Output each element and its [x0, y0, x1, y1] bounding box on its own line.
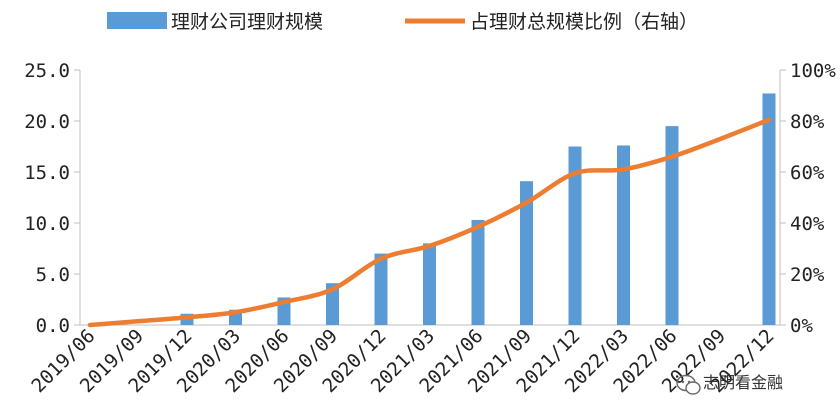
legend-line-label: 占理财总规模比例（右轴）: [470, 11, 698, 33]
line-point-2020/06: [283, 301, 285, 303]
y-right-tick-label: 60%: [790, 162, 825, 184]
y-right-tick-label: 20%: [790, 264, 825, 286]
line-point-2022/06: [671, 156, 673, 158]
y-left-tick-label: 10.0: [24, 213, 70, 235]
y-left-tick-label: 15.0: [24, 162, 70, 184]
x-axis-labels: 2019/062019/092019/122020/032020/062020/…: [27, 325, 778, 397]
y-axis-left-ticks: 0.0 5.0 10.0 15.0 20.0 25.0: [24, 60, 80, 337]
bar-2021/03: [423, 243, 436, 325]
line-point-2019/09: [138, 320, 139, 322]
bar-2020/12: [374, 253, 388, 325]
bar-2022/12: [762, 93, 776, 326]
line-point-2022/12: [768, 119, 770, 121]
bar-2021/09: [520, 181, 533, 325]
legend-bar-swatch: [107, 12, 167, 29]
y-left-tick-label: 20.0: [24, 111, 70, 133]
y-left-tick-label: 0.0: [36, 315, 70, 337]
bar-series: [180, 93, 776, 326]
line-point-2021/06: [477, 226, 479, 228]
wechat-icon: [676, 374, 701, 395]
bar-2022/03: [617, 145, 630, 325]
line-point-2020/12: [380, 258, 382, 260]
line-point-2022/03: [623, 168, 624, 170]
y-right-tick-label: 0%: [790, 315, 813, 337]
line-point-2021/12: [574, 172, 576, 174]
legend: 理财公司理财规模 占理财总规模比例（右轴）: [107, 11, 698, 33]
y-left-tick-label: 5.0: [36, 264, 70, 286]
y-axis-right-ticks: 0% 20% 40% 60% 80% 100%: [780, 60, 836, 337]
y-right-tick-label: 100%: [790, 60, 836, 82]
line-point-2019/06: [89, 324, 91, 326]
line-point-2022/09: [720, 138, 721, 140]
watermark: 志明看金融: [676, 373, 783, 395]
y-left-tick-label: 25.0: [24, 60, 70, 82]
bar-2021/06: [471, 219, 485, 325]
watermark-text: 志明看金融: [703, 373, 783, 392]
bar-2022/06: [665, 126, 679, 325]
legend-bar-label: 理财公司理财规模: [171, 11, 323, 33]
y-right-tick-label: 80%: [790, 111, 825, 133]
line-point-2020/03: [235, 311, 236, 313]
line-point-2021/09: [526, 202, 527, 204]
line-points: [89, 119, 770, 326]
bar-2020/09: [326, 283, 339, 325]
y-right-tick-label: 40%: [790, 213, 825, 235]
line-point-2019/12: [186, 316, 188, 318]
bar-2021/12: [568, 146, 582, 325]
line-point-2021/03: [429, 245, 430, 247]
line-point-2020/09: [332, 288, 333, 290]
